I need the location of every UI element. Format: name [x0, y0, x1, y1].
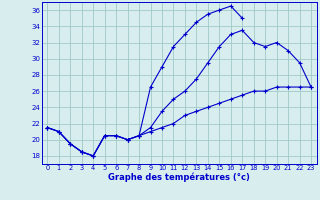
X-axis label: Graphe des températures (°c): Graphe des températures (°c) [108, 173, 250, 182]
